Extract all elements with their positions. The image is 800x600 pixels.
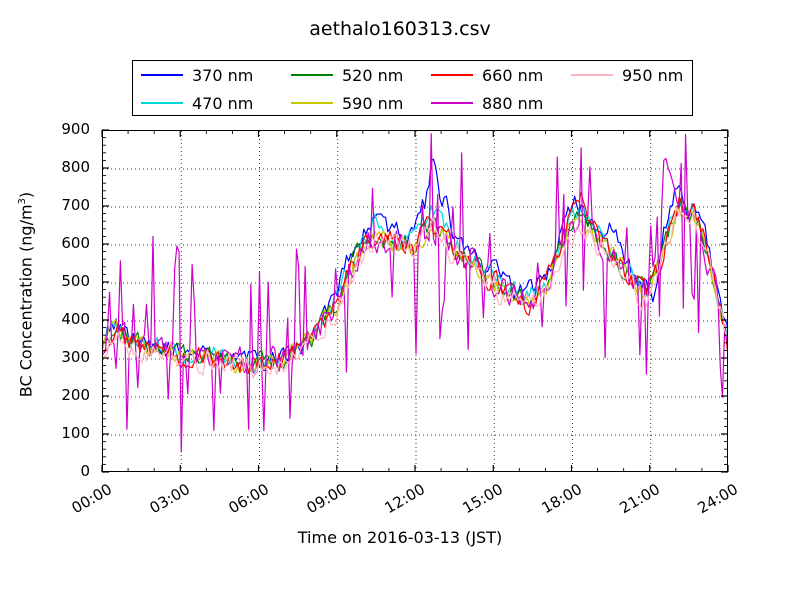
legend-label: 520 nm: [342, 65, 404, 85]
plot-svg: [103, 131, 727, 471]
legend-entry-880[interactable]: 880 nm: [423, 94, 563, 113]
x-axis-label: Time on 2016-03-13 (JST): [297, 528, 503, 547]
y-axis-tick-labels: 0 100 200 300 400 500 600 700 800 900: [48, 120, 96, 480]
legend-entry-660[interactable]: 660 nm: [423, 66, 563, 85]
y-tick-label: 700: [61, 196, 90, 214]
legend-label: 370 nm: [192, 65, 254, 85]
x-tick-label: 15:00: [459, 480, 507, 518]
y-tick-label: 500: [61, 272, 90, 290]
legend-line-swatch-520: [291, 74, 333, 76]
legend: 370 nm 520 nm 660 nm 950 nm 470 nm 590 nm 880 …: [132, 60, 693, 116]
legend-label: 880 nm: [482, 93, 544, 113]
x-tick-label: 00:00: [68, 480, 115, 518]
legend-line-swatch-880: [431, 102, 473, 104]
legend-entry-590[interactable]: 590 nm: [283, 94, 423, 113]
y-tick-label: 800: [61, 158, 90, 176]
legend-line-swatch-660: [431, 74, 473, 76]
legend-entry-520[interactable]: 520 nm: [283, 66, 423, 85]
y-tick-label: 300: [61, 348, 90, 366]
x-tick-label: 24:00: [694, 480, 741, 518]
y-tick-label: 900: [61, 120, 90, 138]
page-title: aethalo160313.csv: [309, 18, 491, 40]
legend-entry-370[interactable]: 370 nm: [133, 66, 283, 85]
legend-label: 590 nm: [342, 93, 404, 113]
series-line-950: [103, 206, 727, 379]
y-tick-label: 200: [61, 386, 90, 404]
y-axis-label: BC Concentration (ng/m3): [16, 191, 36, 398]
series-line-660: [103, 192, 727, 374]
legend-label: 660 nm: [482, 65, 544, 85]
series-line-880: [103, 133, 727, 453]
x-tick-label: 06:00: [225, 480, 272, 518]
legend-line-swatch-470: [141, 102, 183, 104]
x-tick-label: 21:00: [616, 480, 663, 518]
legend-line-swatch-590: [291, 102, 333, 104]
legend-line-swatch-950: [571, 74, 613, 76]
y-tick-label: 100: [61, 424, 90, 442]
y-tick-label: 400: [61, 310, 90, 328]
legend-entry-950[interactable]: 950 nm: [563, 66, 693, 85]
x-tick-label: 03:00: [146, 480, 194, 518]
x-tick-label: 09:00: [303, 480, 350, 518]
gridlines: [103, 131, 727, 471]
x-tick-label: 18:00: [538, 480, 585, 518]
y-tick-label: 0: [80, 462, 90, 480]
legend-label: 950 nm: [622, 65, 684, 85]
legend-label: 470 nm: [192, 93, 254, 113]
y-tick-label: 600: [61, 234, 90, 252]
legend-entry-470[interactable]: 470 nm: [133, 94, 283, 113]
legend-grid: 370 nm 520 nm 660 nm 950 nm 470 nm 590 nm 880 …: [133, 61, 692, 115]
data-series-group: [103, 133, 727, 453]
x-tick-label: 12:00: [381, 480, 428, 518]
plot-area: [102, 130, 728, 472]
legend-line-swatch-370: [141, 74, 183, 76]
